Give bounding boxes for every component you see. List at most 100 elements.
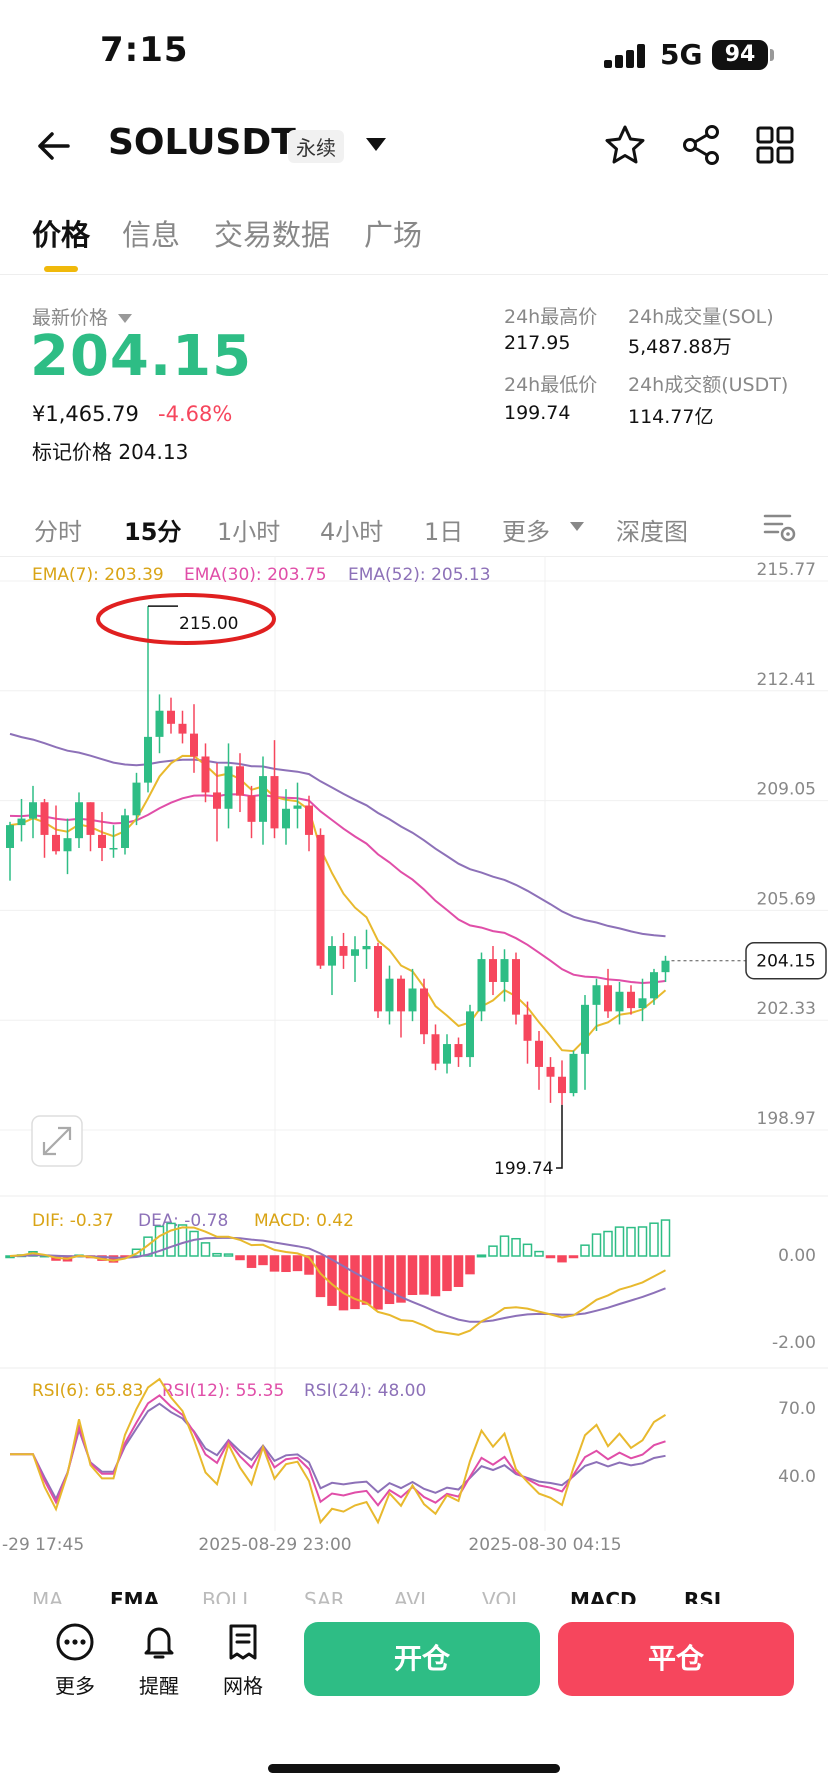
high-price-marker: 215.00	[179, 614, 238, 634]
candle	[443, 1034, 451, 1074]
active-tab-indicator	[44, 266, 78, 272]
candle-body	[615, 991, 624, 1012]
macd-histogram-bar	[177, 1224, 188, 1257]
indicator-sar[interactable]: SAR	[304, 1588, 345, 1604]
macd-histogram-bar	[488, 1245, 498, 1257]
candle	[144, 606, 152, 793]
candle	[213, 763, 221, 842]
price-axis-tick: 202.33	[757, 999, 816, 1019]
candle	[397, 975, 405, 1038]
last-price-label[interactable]: 最新价格	[32, 303, 133, 330]
candle-body	[86, 802, 95, 835]
candle	[420, 978, 428, 1045]
candle	[339, 932, 348, 969]
candle-body	[305, 805, 313, 835]
grid-menu-icon[interactable]	[756, 126, 794, 164]
candle	[86, 802, 95, 852]
candle-body	[374, 946, 382, 1012]
candle	[29, 785, 37, 839]
candle-body	[420, 988, 428, 1035]
macd-histogram-bar	[545, 1255, 556, 1259]
tab-trading-data[interactable]: 交易数据	[214, 218, 331, 252]
volume-24h-label: 24h成交量(SOL)	[628, 306, 774, 328]
macd-histogram-bar	[396, 1255, 406, 1303]
macd-histogram-bar	[212, 1252, 222, 1257]
timeframe-more[interactable]: 更多	[502, 518, 550, 546]
ema52-legend: EMA(52): 205.13	[348, 565, 491, 585]
candle	[155, 694, 164, 754]
timeframe-1h[interactable]: 1小时	[217, 518, 281, 546]
back-arrow-icon[interactable]	[34, 126, 74, 166]
macd-histogram-bar	[292, 1255, 303, 1272]
candle-body	[98, 834, 106, 848]
timeframe-line[interactable]: 分时	[34, 518, 82, 546]
mark-price: 标记价格 204.13	[32, 440, 189, 464]
candle	[592, 978, 601, 1031]
more-button[interactable]: 更多	[40, 1622, 110, 1699]
macd-histogram-bar	[154, 1225, 165, 1257]
rsi-panel	[10, 1377, 667, 1525]
macd-histogram-bar	[281, 1255, 291, 1273]
timeframe-1d[interactable]: 1日	[424, 518, 464, 546]
macd-histogram-bar	[304, 1255, 314, 1275]
symbol-title[interactable]: SOLUSDT	[108, 122, 296, 163]
price-chart[interactable]: EMA(7): 203.39 EMA(30): 203.75 EMA(52): …	[0, 556, 828, 1556]
caret-down-icon[interactable]	[366, 138, 386, 152]
macd-histogram-bar	[557, 1255, 567, 1263]
candle-body	[259, 776, 267, 822]
high-price-annotation-circle	[96, 593, 276, 645]
tab-square[interactable]: 广场	[364, 218, 423, 252]
macd-histogram-bar	[269, 1255, 280, 1272]
tab-price[interactable]: 价格	[32, 218, 91, 252]
candle-body	[431, 1034, 440, 1064]
candle	[615, 981, 624, 1025]
candle	[121, 808, 129, 855]
turnover-24h-value: 114.77亿	[628, 406, 714, 428]
tab-info[interactable]: 信息	[122, 218, 181, 252]
battery-icon: 94	[712, 40, 768, 70]
alert-button[interactable]: 提醒	[124, 1622, 194, 1699]
candle	[638, 978, 647, 1022]
candle	[109, 825, 118, 858]
candle-body	[293, 805, 302, 809]
indicator-macd[interactable]: MACD	[570, 1588, 637, 1604]
macd-axis-tick: -2.00	[772, 1333, 816, 1353]
macd-histogram-bar	[189, 1230, 199, 1257]
close-position-button[interactable]: 平仓	[558, 1622, 794, 1696]
chart-settings-icon[interactable]	[762, 510, 796, 544]
indicator-boll[interactable]: BOLL	[202, 1588, 254, 1604]
rsi6-line	[10, 1377, 667, 1525]
macd-histogram-bar	[476, 1254, 487, 1258]
open-position-button[interactable]: 开仓	[304, 1622, 540, 1696]
timeframe-4h[interactable]: 4小时	[320, 518, 384, 546]
candle	[178, 710, 187, 744]
candle	[52, 805, 60, 855]
network-type: 5G	[660, 38, 703, 71]
candle	[627, 985, 635, 1015]
candle-body	[604, 985, 612, 1012]
candle	[201, 743, 210, 803]
depth-chart-tab[interactable]: 深度图	[616, 518, 688, 546]
candle	[270, 740, 279, 839]
share-icon[interactable]	[680, 124, 722, 166]
current-price-tag	[745, 941, 827, 980]
timeframe-15m[interactable]: 15分	[124, 518, 182, 546]
battery-tip	[770, 49, 774, 61]
indicator-avl[interactable]: AVL	[394, 1588, 432, 1604]
indicator-ma[interactable]: MA	[32, 1588, 63, 1604]
grid-trading-button[interactable]: 网格	[208, 1622, 278, 1699]
candle-body	[224, 766, 233, 809]
macd-legend: MACD: 0.42	[254, 1211, 354, 1231]
indicator-ema[interactable]: EMA	[110, 1588, 160, 1604]
indicator-rsi[interactable]: RSI	[684, 1588, 722, 1604]
macd-histogram-bar	[511, 1237, 521, 1257]
macd-histogram-bar	[246, 1255, 257, 1268]
indicator-vol[interactable]: VOL	[482, 1588, 523, 1604]
caret-down-icon[interactable]	[570, 522, 584, 532]
star-icon[interactable]	[604, 124, 646, 166]
candle-body	[270, 776, 279, 829]
low-price-marker: 199.74	[494, 1159, 553, 1179]
macd-histogram-bar	[442, 1255, 452, 1292]
expand-chart-icon[interactable]	[31, 1115, 83, 1167]
price-axis-tick: 205.69	[757, 889, 816, 909]
